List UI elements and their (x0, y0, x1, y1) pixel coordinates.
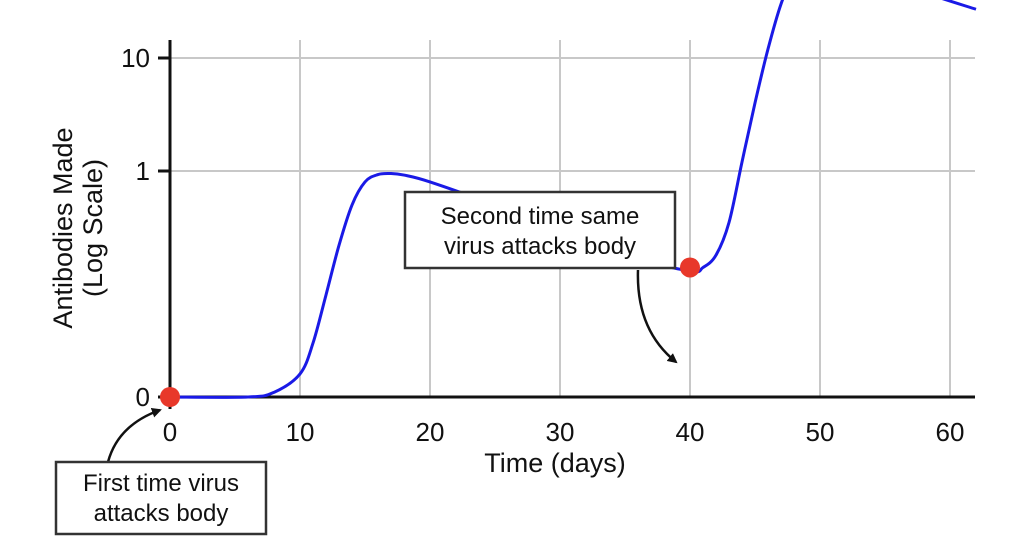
infection-point (680, 257, 700, 278)
annotation-second-infection: Second time same virus attacks body (403, 190, 678, 364)
annotation-first-line-1: First time virus (83, 470, 239, 497)
x-tick-label: 50 (806, 417, 835, 447)
y-tick-label: 1 (136, 156, 150, 186)
annotation-arrow-first (106, 407, 162, 463)
y-axis-title: Antibodies Made (Log Scale) (48, 127, 108, 328)
x-tick-labels: 0 10 20 30 40 50 60 (163, 417, 965, 447)
x-tick-label: 60 (936, 417, 965, 447)
y-tick-label: 10 (121, 43, 150, 73)
x-tick-label: 40 (676, 417, 705, 447)
annotation-box-first (54, 460, 268, 536)
infection-point (160, 387, 180, 407)
y-axis-title-line-1: Antibodies Made (48, 127, 78, 328)
x-tick-label: 0 (163, 417, 177, 447)
y-tick-label: 0 (136, 382, 150, 412)
y-axis-title-line-2: (Log Scale) (78, 159, 108, 297)
x-tick-label: 20 (416, 417, 445, 447)
annotation-second-line-1: Second time same (441, 203, 640, 230)
x-tick-label: 30 (546, 417, 575, 447)
x-axis-title: Time (days) (484, 448, 626, 478)
grid-lines (170, 40, 975, 397)
data-points (160, 257, 700, 407)
annotation-first-line-2: attacks body (94, 500, 229, 527)
annotation-arrow-second (636, 269, 678, 364)
x-tick-label: 10 (286, 417, 315, 447)
annotation-second-line-2: virus attacks body (444, 233, 636, 260)
annotation-first-infection: First time virus attacks body (54, 407, 268, 536)
y-tick-labels: 0110100 (121, 43, 150, 412)
annotation-box-second (403, 190, 677, 270)
